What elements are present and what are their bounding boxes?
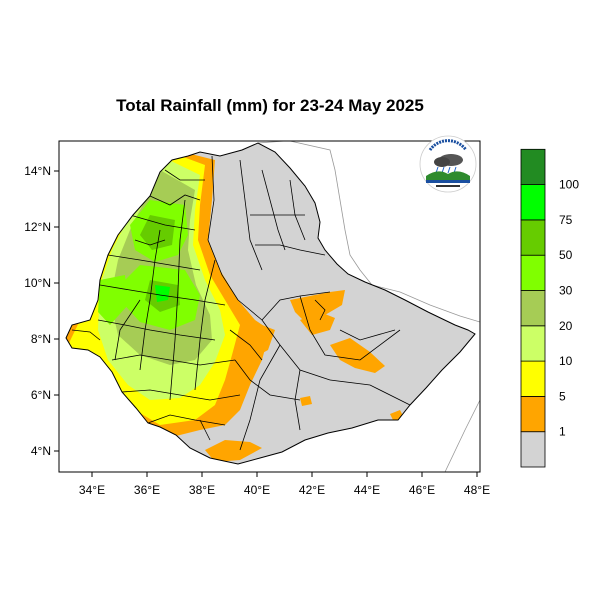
ethiopia-outline — [65, 142, 476, 465]
legend-swatch — [520, 219, 546, 256]
rain-band-green-75 — [155, 285, 170, 302]
ethiopian-meteorology-institute-logo — [419, 135, 477, 193]
y-tick-label: 6°N — [31, 388, 51, 402]
legend-label: 10 — [559, 354, 573, 368]
map-title: Total Rainfall (mm) for 23-24 May 2025 — [116, 96, 424, 115]
legend-swatch — [520, 431, 546, 468]
y-tick-label: 12°N — [24, 220, 51, 234]
y-tick-labels: 4°N 6°N 8°N 10°N 12°N 14°N — [24, 164, 51, 458]
color-legend: 1 5 10 20 30 50 75 100 — [520, 148, 579, 468]
rain-band-orange-east3 — [300, 396, 312, 406]
rain-band-orange-central — [236, 325, 275, 360]
rain-band-bright-green-west — [98, 275, 128, 325]
x-tick-label: 40°E — [244, 483, 270, 497]
rain-band-orange-south — [205, 440, 262, 462]
rainfall-shading — [66, 150, 404, 462]
legend-label: 20 — [559, 319, 573, 333]
legend-swatch — [520, 325, 546, 362]
x-tick-label: 48°E — [464, 483, 490, 497]
somalia-coastline — [444, 399, 480, 472]
legend-label: 1 — [559, 425, 566, 439]
rain-band-orange-east2 — [300, 312, 335, 335]
y-tick-label: 8°N — [31, 332, 51, 346]
red-sea-coastline — [289, 141, 373, 286]
legend-swatch — [520, 254, 546, 291]
y-tick-label: 14°N — [24, 164, 51, 178]
legend-label: 50 — [559, 248, 573, 262]
x-tick-labels: 34°E 36°E 38°E 40°E 42°E 44°E 46°E 48°E — [79, 483, 490, 497]
gulf-of-aden-coastline — [371, 284, 480, 323]
rain-band-orange-east — [290, 290, 345, 322]
map-frame — [58, 140, 481, 473]
x-tick-label: 46°E — [409, 483, 435, 497]
x-tick-label: 42°E — [299, 483, 325, 497]
legend-swatch — [520, 395, 546, 433]
legend-swatch — [520, 148, 546, 186]
x-tick-label: 44°E — [354, 483, 380, 497]
legend-swatch — [520, 360, 546, 397]
legend-label: 75 — [559, 213, 573, 227]
legend-swatch — [520, 184, 546, 221]
rain-band-medium-green — [140, 215, 175, 250]
legend-label: 30 — [559, 284, 573, 298]
legend-swatch — [520, 290, 546, 327]
rain-band-yellow-southwest — [140, 395, 175, 418]
y-tick-label: 10°N — [24, 276, 51, 290]
x-tick-marks — [91, 472, 478, 477]
legend-label: 5 — [559, 389, 566, 403]
x-tick-label: 34°E — [79, 483, 105, 497]
y-tick-marks — [54, 170, 59, 452]
y-tick-label: 4°N — [31, 444, 51, 458]
legend-label: 100 — [559, 178, 579, 192]
x-tick-label: 38°E — [189, 483, 215, 497]
x-tick-label: 36°E — [134, 483, 160, 497]
admin-boundaries — [71, 155, 411, 451]
rain-band-orange-southeast — [330, 338, 385, 373]
